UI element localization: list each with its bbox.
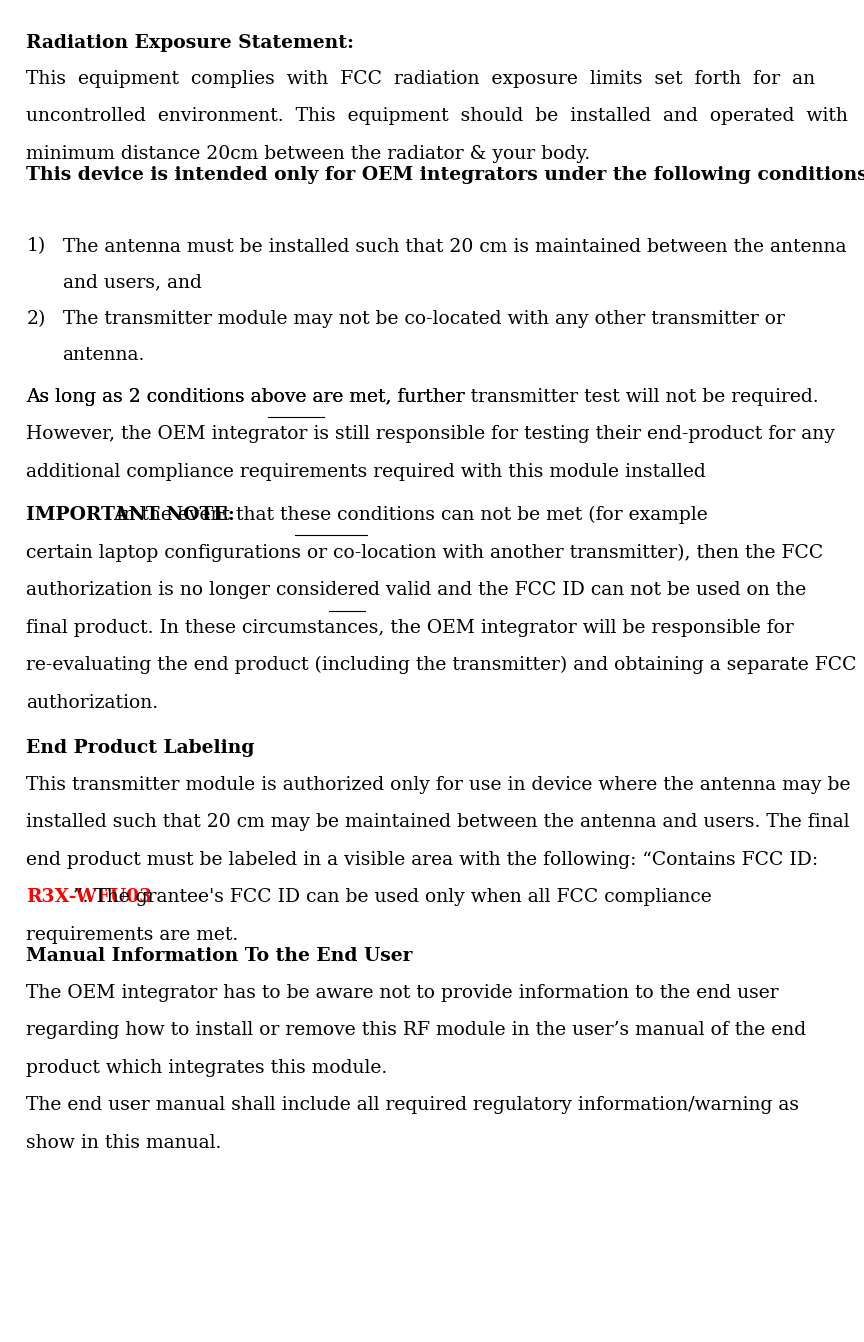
Text: This device is intended only for OEM integrators under the following conditions:: This device is intended only for OEM int…	[26, 166, 864, 184]
Text: installed such that 20 cm may be maintained between the antenna and users. The f: installed such that 20 cm may be maintai…	[26, 813, 850, 831]
Text: The transmitter module may not be co-located with any other transmitter or: The transmitter module may not be co-loc…	[62, 310, 785, 327]
Text: regarding how to install or remove this RF module in the user’s manual of the en: regarding how to install or remove this …	[26, 1021, 806, 1039]
Text: final product. In these circumstances, the OEM integrator will be responsible fo: final product. In these circumstances, t…	[26, 619, 794, 636]
Text: show in this manual.: show in this manual.	[26, 1134, 222, 1151]
Text: R3X-WFU03: R3X-WFU03	[26, 888, 153, 906]
Text: As long as 2 conditions above are met, further transmitter test will not be requ: As long as 2 conditions above are met, f…	[26, 388, 819, 405]
Text: This transmitter module is authorized only for use in device where the antenna m: This transmitter module is authorized on…	[26, 776, 851, 793]
Text: authorization.: authorization.	[26, 694, 158, 711]
Text: additional compliance requirements required with this module installed: additional compliance requirements requi…	[26, 463, 706, 480]
Text: However, the OEM integrator is still responsible for testing their end-product f: However, the OEM integrator is still res…	[26, 425, 835, 443]
Text: End Product Labeling: End Product Labeling	[26, 739, 255, 757]
Text: ”. The grantee's FCC ID can be used only when all FCC compliance: ”. The grantee's FCC ID can be used only…	[73, 888, 711, 906]
Text: This  equipment  complies  with  FCC  radiation  exposure  limits  set  forth  f: This equipment complies with FCC radiati…	[26, 70, 816, 87]
Text: re-evaluating the end product (including the transmitter) and obtaining a separa: re-evaluating the end product (including…	[26, 656, 857, 675]
Text: product which integrates this module.: product which integrates this module.	[26, 1059, 388, 1076]
Text: Radiation Exposure Statement:: Radiation Exposure Statement:	[26, 34, 354, 51]
Text: authorization is no longer considered valid and the FCC ID can not be used on th: authorization is no longer considered va…	[26, 581, 807, 599]
Text: antenna.: antenna.	[62, 346, 145, 364]
Text: certain laptop configurations or co-location with another transmitter), then the: certain laptop configurations or co-loca…	[26, 544, 823, 562]
Text: uncontrolled  environment.  This  equipment  should  be  installed  and  operate: uncontrolled environment. This equipment…	[26, 107, 848, 125]
Text: As long as 2 conditions above are met, further: As long as 2 conditions above are met, f…	[26, 388, 471, 405]
Text: As long as 2 conditions above are met, further transmitter: As long as 2 conditions above are met, f…	[26, 388, 578, 405]
Text: In the event that these conditions can not be met (for example: In the event that these conditions can n…	[111, 506, 708, 525]
Text: requirements are met.: requirements are met.	[26, 926, 238, 943]
Text: Manual Information To the End User: Manual Information To the End User	[26, 947, 413, 965]
Text: The end user manual shall include all required regulatory information/warning as: The end user manual shall include all re…	[26, 1096, 799, 1114]
Text: The OEM integrator has to be aware not to provide information to the end user: The OEM integrator has to be aware not t…	[26, 984, 779, 1001]
Text: The antenna must be installed such that 20 cm is maintained between the antenna: The antenna must be installed such that …	[62, 238, 846, 255]
Text: As long as 2 conditions above are met, further transmitter test will not be requ: As long as 2 conditions above are met, f…	[26, 388, 819, 405]
Text: end product must be labeled in a visible area with the following: “Contains FCC : end product must be labeled in a visible…	[26, 851, 818, 868]
Text: 1): 1)	[26, 238, 46, 255]
Text: and users, and: and users, and	[62, 274, 201, 291]
Text: 2): 2)	[26, 310, 46, 327]
Text: minimum distance 20cm between the radiator & your body.: minimum distance 20cm between the radiat…	[26, 145, 591, 162]
Text: IMPORTANT NOTE:: IMPORTANT NOTE:	[26, 506, 235, 523]
